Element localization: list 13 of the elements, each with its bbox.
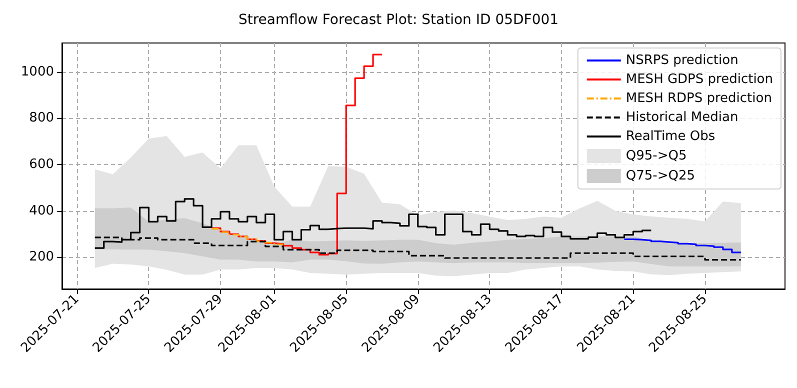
y-tick-label: 400 [29,203,54,218]
y-tick-label: 800 [29,110,54,126]
legend-label: Historical Median [626,110,738,125]
legend-label: MESH RDPS prediction [626,91,772,106]
legend-label: Q95->Q5 [626,148,687,164]
legend-label: RealTime Obs [626,129,716,144]
legend-label: MESH GDPS prediction [626,72,774,87]
y-tick-label: 600 [29,156,54,172]
legend-label: Q75->Q25 [626,168,696,184]
y-tick-label: 200 [29,250,54,265]
chart-title: Streamflow Forecast Plot: Station ID 05DF001 [238,12,559,28]
y-tick-label: 1000 [20,64,54,80]
legend-label: NSRPS prediction [626,53,738,68]
